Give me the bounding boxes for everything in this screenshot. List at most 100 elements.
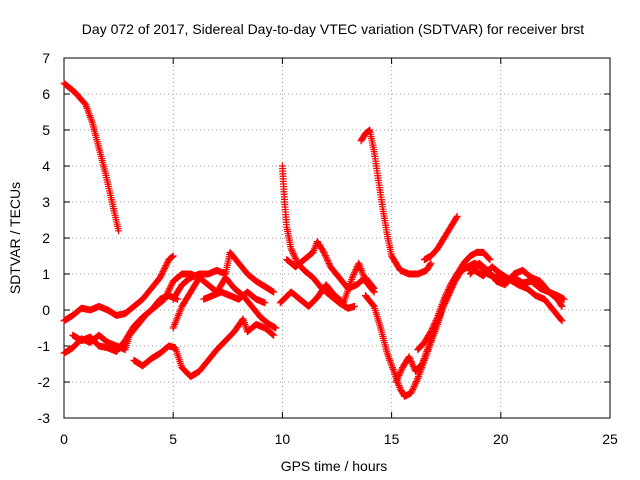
data-point: [426, 260, 434, 268]
data-point: [428, 324, 436, 332]
data-point: [350, 269, 358, 277]
data-point: [287, 245, 295, 253]
data-point: [396, 370, 404, 378]
series-arc-2: [60, 252, 177, 325]
data-point: [272, 324, 280, 332]
data-point: [412, 378, 420, 386]
data-point: [349, 272, 357, 280]
data-point: [291, 253, 299, 261]
data-point: [560, 295, 568, 303]
data-point: [395, 372, 403, 380]
data-point: [431, 318, 439, 326]
chart-title: Day 072 of 2017, Sidereal Day-to-day VTE…: [82, 21, 584, 37]
data-point: [352, 266, 360, 274]
data-point: [485, 255, 493, 263]
data-point: [429, 323, 437, 331]
data-point: [292, 254, 300, 262]
data-point: [409, 362, 417, 370]
series-arc-11: [276, 259, 378, 310]
x-tick-label: 20: [493, 431, 509, 447]
x-tick-label: 10: [275, 431, 291, 447]
series-arc-1: [60, 79, 123, 235]
data-point: [427, 328, 435, 336]
data-point: [289, 248, 297, 256]
data-point: [393, 376, 401, 384]
data-point: [427, 259, 435, 267]
data-point: [160, 265, 168, 273]
y-tick-label: -1: [38, 338, 51, 354]
x-tick-label: 25: [602, 431, 618, 447]
data-point: [408, 359, 416, 367]
data-point: [557, 301, 565, 309]
data-point: [426, 329, 434, 337]
data-point: [444, 286, 452, 294]
series-arc-6: [169, 248, 278, 303]
y-tick-label: 1: [42, 266, 50, 282]
data-point: [290, 251, 298, 259]
y-tick-label: -3: [38, 410, 51, 426]
y-tick-label: -2: [38, 374, 51, 390]
data-point: [446, 282, 454, 290]
series-arc-12: [357, 126, 435, 278]
data-point: [158, 271, 166, 279]
data-point: [453, 212, 461, 220]
data-point: [431, 320, 439, 328]
data-point: [409, 384, 417, 392]
data-point: [157, 272, 165, 280]
data-point: [320, 248, 328, 256]
data-point: [369, 301, 377, 309]
data-point: [398, 365, 406, 373]
y-tick-label: 3: [42, 194, 50, 210]
data-point: [558, 302, 566, 310]
data-point: [397, 367, 405, 375]
data-point: [393, 375, 401, 383]
data-point: [442, 290, 450, 298]
data-point: [369, 287, 377, 295]
data-point: [413, 376, 421, 384]
data-point: [396, 368, 404, 376]
data-point: [433, 315, 441, 323]
data-point: [443, 289, 451, 297]
x-tick-label: 0: [60, 431, 68, 447]
data-point: [350, 270, 358, 278]
data-point: [163, 260, 171, 268]
data-point: [557, 316, 565, 324]
data-point: [322, 253, 330, 261]
series-arc-10: [283, 238, 378, 292]
series-arc-17: [466, 259, 568, 303]
data-point: [452, 214, 460, 222]
x-tick-label: 15: [384, 431, 400, 447]
data-point: [350, 302, 358, 310]
data-point: [323, 255, 331, 263]
y-tick-label: 5: [42, 122, 50, 138]
y-tick-label: 2: [42, 230, 50, 246]
data-point: [321, 250, 329, 258]
data-point: [158, 269, 166, 277]
data-point: [167, 282, 175, 290]
data-point: [324, 256, 332, 264]
data-point: [319, 247, 327, 255]
data-point: [324, 258, 332, 266]
data-point: [288, 246, 296, 254]
data-point: [444, 287, 452, 295]
data-point: [168, 253, 176, 261]
data-point: [441, 294, 449, 302]
data-point: [370, 288, 378, 296]
series-arc-13: [420, 212, 461, 264]
data-point: [432, 316, 440, 324]
data-point: [406, 354, 414, 362]
data-point: [166, 285, 174, 293]
data-point: [405, 353, 413, 361]
data-point: [407, 358, 415, 366]
data-point: [166, 283, 174, 291]
data-point: [392, 378, 400, 386]
data-point: [407, 356, 415, 364]
x-axis-label: GPS time / hours: [281, 458, 388, 474]
data-point: [169, 252, 177, 260]
data-point: [408, 387, 416, 395]
data-point: [270, 331, 278, 339]
data-point: [261, 299, 269, 307]
data-point: [428, 326, 436, 334]
data-point: [409, 386, 417, 394]
